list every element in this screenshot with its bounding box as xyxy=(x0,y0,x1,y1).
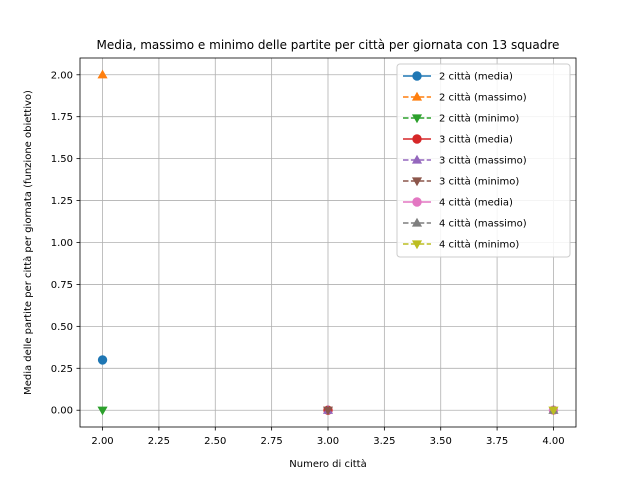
legend-marker xyxy=(411,114,423,124)
y-tick-label: 0.50 xyxy=(51,322,73,333)
legend-item: 4 città (minimo) xyxy=(403,239,519,251)
x-tick-label: 2.75 xyxy=(261,436,283,447)
y-axis-label: Media delle partite per città per giorna… xyxy=(22,90,34,395)
legend-item: 4 città (massimo) xyxy=(403,218,527,230)
legend-item: 2 città (massimo) xyxy=(403,92,527,104)
series xyxy=(97,355,108,365)
y-tick-label: 1.00 xyxy=(51,238,73,249)
x-tick-label: 3.50 xyxy=(430,436,452,447)
legend-marker xyxy=(412,71,422,81)
x-tick-label: 2.25 xyxy=(148,436,170,447)
series xyxy=(548,406,559,416)
x-tick-label: 3.75 xyxy=(486,436,508,447)
legend-item: 3 città (minimo) xyxy=(403,176,519,188)
x-tick-label: 3.25 xyxy=(373,436,395,447)
legend-item: 4 città (media) xyxy=(403,197,513,209)
legend-marker xyxy=(411,177,423,187)
y-axis: 0.00 0.25 0.50 0.75 1.00 1.25 1.50 1.75 2.00 xyxy=(51,70,80,417)
y-tick-label: 1.50 xyxy=(51,154,73,165)
legend-label: 2 città (media) xyxy=(439,71,513,83)
legend-label: 4 città (media) xyxy=(439,197,513,209)
x-axis-label: Numero di città xyxy=(289,458,366,470)
x-axis: 2.00 2.25 2.50 2.75 3.00 3.25 3.50 3.75 4.00 xyxy=(91,427,565,447)
chart-title: Media, massimo e minimo delle partite pe… xyxy=(97,38,560,52)
y-tick-label: 0.00 xyxy=(51,406,73,417)
x-tick-label: 3.00 xyxy=(317,436,339,447)
legend-label: 3 città (media) xyxy=(439,134,513,146)
series-layer xyxy=(97,69,559,416)
x-tick-label: 2.50 xyxy=(204,436,226,447)
legend-label: 2 città (minimo) xyxy=(439,113,519,125)
y-tick-label: 0.25 xyxy=(51,364,73,375)
legend-label: 3 città (massimo) xyxy=(439,155,527,167)
legend-marker xyxy=(412,134,422,144)
legend-marker xyxy=(411,91,423,101)
legend-marker xyxy=(411,240,423,250)
data-point xyxy=(548,406,559,416)
legend-item: 3 città (massimo) xyxy=(403,155,527,167)
series xyxy=(322,406,334,416)
legend-item: 3 città (media) xyxy=(403,134,513,146)
series xyxy=(97,69,108,79)
legend-box xyxy=(396,63,571,258)
y-tick-label: 1.25 xyxy=(51,196,73,207)
x-tick-label: 2.00 xyxy=(91,436,113,447)
y-tick-label: 1.75 xyxy=(51,112,73,123)
y-tick-label: 2.00 xyxy=(51,70,73,81)
legend: 2 città (media) 2 città (massimo) 2 città … xyxy=(396,63,571,258)
y-tick-label: 0.75 xyxy=(51,280,73,291)
legend-item: 2 città (minimo) xyxy=(403,113,519,125)
x-tick-label: 4.00 xyxy=(542,436,564,447)
series xyxy=(97,406,108,416)
data-point xyxy=(322,406,334,416)
data-point xyxy=(97,355,108,365)
legend-item: 2 città (media) xyxy=(403,71,513,83)
legend-label: 4 città (massimo) xyxy=(439,218,527,230)
legend-marker xyxy=(411,217,423,227)
legend-label: 2 città (massimo) xyxy=(439,92,527,104)
data-point xyxy=(97,406,108,416)
legend-label: 4 città (minimo) xyxy=(439,239,519,251)
legend-marker xyxy=(411,154,423,164)
data-point xyxy=(97,69,108,79)
legend-marker xyxy=(412,197,422,207)
legend-label: 3 città (minimo) xyxy=(439,176,519,188)
